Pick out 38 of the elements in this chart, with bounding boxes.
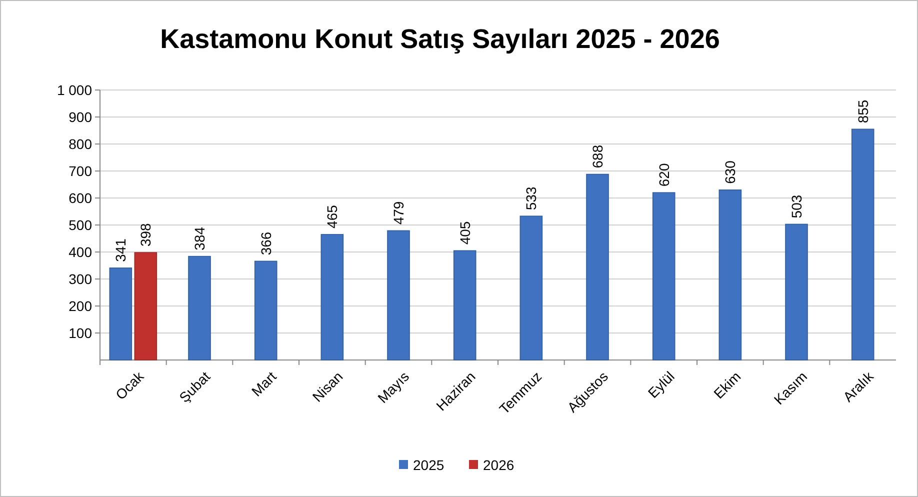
data-label: 384 xyxy=(192,226,208,250)
y-tick-label: 500 xyxy=(68,216,92,233)
y-tick-label: 300 xyxy=(68,270,92,287)
bar xyxy=(387,230,410,360)
data-label: 533 xyxy=(523,186,540,210)
y-tick-label: 1 000 xyxy=(56,82,92,98)
y-tick-label: 700 xyxy=(68,162,92,179)
bar xyxy=(520,216,543,360)
data-label: 503 xyxy=(788,194,804,218)
data-label: 479 xyxy=(390,201,406,225)
y-tick-label: 100 xyxy=(68,324,92,341)
bar xyxy=(785,224,808,360)
bar xyxy=(254,260,278,360)
y-tick-label: 900 xyxy=(68,108,92,125)
y-tick-label: 600 xyxy=(68,190,92,206)
bar xyxy=(652,192,676,360)
bar xyxy=(188,256,211,360)
y-tick-label: 800 xyxy=(68,136,92,152)
bar xyxy=(586,174,609,360)
legend-label: 2025 xyxy=(413,456,444,473)
data-label: 465 xyxy=(324,204,340,228)
y-tick-label: 200 xyxy=(68,298,92,314)
bar xyxy=(718,190,742,360)
data-label: 341 xyxy=(112,238,129,262)
bar xyxy=(851,128,874,360)
data-label: 405 xyxy=(456,221,473,245)
data-label: 366 xyxy=(258,232,274,256)
bar xyxy=(453,250,476,360)
bar xyxy=(134,252,158,360)
legend-label: 2026 xyxy=(483,456,514,473)
data-label: 630 xyxy=(722,160,738,184)
data-label: 688 xyxy=(590,144,606,168)
chart-title: Kastamonu Konut Satış Sayıları 2025 - 2026 xyxy=(160,24,720,54)
data-label: 855 xyxy=(854,100,871,124)
data-label: 620 xyxy=(656,163,672,187)
data-label: 398 xyxy=(138,222,154,247)
bar xyxy=(320,234,344,360)
y-tick-label: 400 xyxy=(68,244,92,260)
